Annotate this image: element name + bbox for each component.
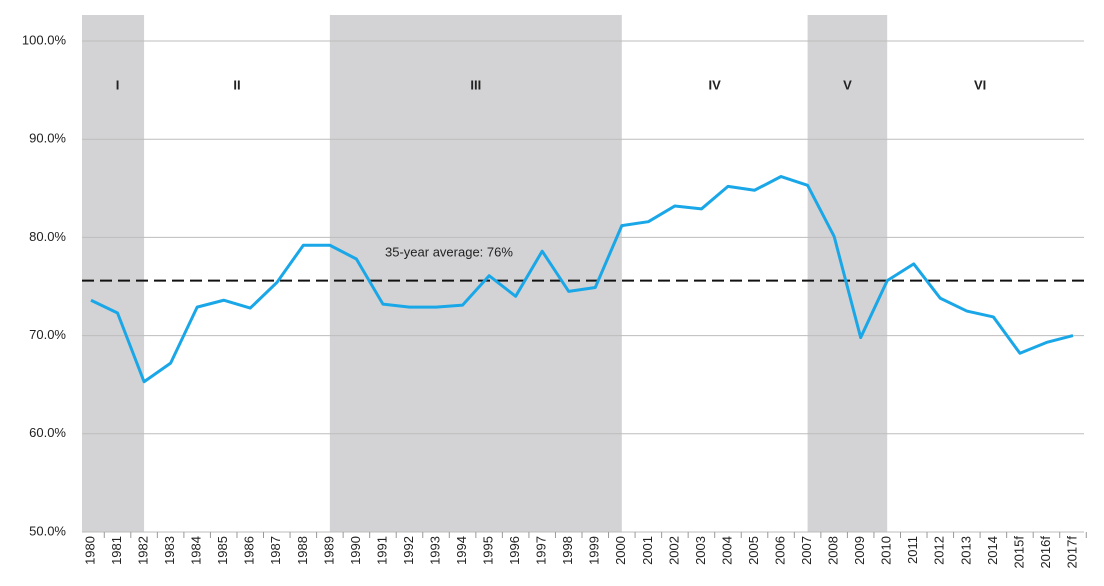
x-tick-label: 1993 (427, 536, 442, 565)
x-tick-label: 2008 (826, 536, 841, 565)
x-tick-label: 1982 (136, 536, 151, 565)
x-tick-label: 2017f (1064, 536, 1079, 569)
period-label: III (470, 77, 481, 92)
x-tick-label: 1987 (268, 536, 283, 565)
x-tick-label: 1995 (481, 536, 496, 565)
x-tick-label: 2015f (1011, 536, 1026, 569)
x-tick-label: 2007 (799, 536, 814, 565)
x-tick-label: 1981 (109, 536, 124, 565)
x-tick-label: 1989 (321, 536, 336, 565)
x-tick-label: 2002 (666, 536, 681, 565)
x-tick-label: 1985 (215, 536, 230, 565)
y-tick-label: 90.0% (29, 131, 66, 146)
x-tick-label: 1992 (401, 536, 416, 565)
x-tick-label: 2006 (772, 536, 787, 565)
x-tick-label: 2013 (958, 536, 973, 565)
period-label: I (116, 77, 120, 92)
average-label: 35-year average: 76% (385, 244, 513, 259)
x-tick-label: 1996 (507, 536, 522, 565)
period-label: VI (974, 77, 986, 92)
period-label: II (233, 77, 240, 92)
period-label: IV (709, 77, 722, 92)
x-tick-label: 2010 (879, 536, 894, 565)
x-tick-label: 1991 (374, 536, 389, 565)
x-tick-label: 1999 (587, 536, 602, 565)
y-tick-label: 70.0% (29, 327, 66, 342)
x-tick-label: 1986 (242, 536, 257, 565)
x-tick-label: 2012 (932, 536, 947, 565)
x-tick-label: 2005 (746, 536, 761, 565)
x-tick-label: 1997 (534, 536, 549, 565)
x-tick-label: 1988 (295, 536, 310, 565)
x-tick-label: 2001 (640, 536, 655, 565)
y-tick-label: 60.0% (29, 425, 66, 440)
x-tick-label: 2014 (985, 536, 1000, 565)
x-tick-label: 1980 (82, 536, 97, 565)
x-tick-label: 1994 (454, 536, 469, 565)
x-tick-label: 2016f (1038, 536, 1053, 569)
x-tick-label: 2003 (693, 536, 708, 565)
x-tick-label: 2004 (719, 536, 734, 565)
x-tick-label: 1990 (348, 536, 363, 565)
period-shade (329, 15, 622, 532)
x-tick-label: 1998 (560, 536, 575, 565)
period-shade (807, 15, 888, 532)
x-tick-label: 2000 (613, 536, 628, 565)
y-tick-label: 50.0% (29, 523, 66, 538)
data-line (90, 175, 1074, 384)
period-shade (82, 15, 145, 532)
period-label: V (843, 77, 852, 92)
x-tick-label: 1983 (162, 536, 177, 565)
y-tick-label: 100.0% (22, 32, 67, 47)
x-tick-label: 1984 (189, 536, 204, 565)
x-tick-label: 2011 (905, 536, 920, 564)
x-tick-label: 2009 (852, 536, 867, 565)
y-tick-label: 80.0% (29, 229, 66, 244)
